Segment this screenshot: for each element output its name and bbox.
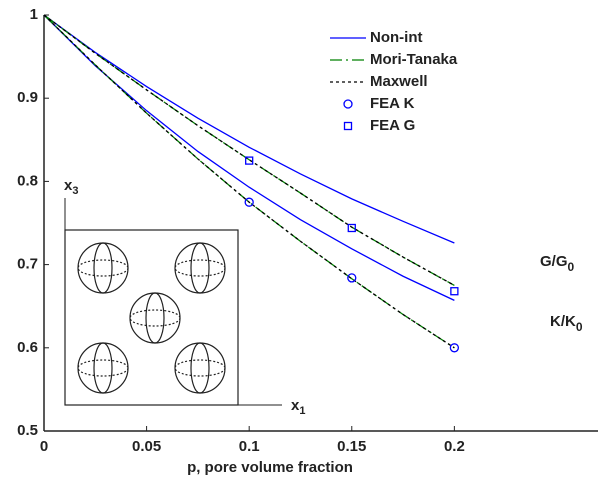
legend-swatch [343,121,353,131]
y-tick-label: 0.5 [17,422,38,439]
annotation: K/K0 [550,313,583,334]
inset-label: x3 [64,177,78,197]
y-tick-label: 0.9 [17,89,38,106]
y-tick-label: 0.8 [17,172,38,189]
marker [450,287,459,296]
x-tick-label: 0.05 [132,438,161,455]
marker [347,223,356,233]
inset-label: x1 [291,397,305,417]
marker [244,197,254,207]
spheres [77,242,226,394]
series-line [43,14,455,286]
series-line [43,14,455,349]
annotation: G/G0 [540,253,575,274]
marker [347,273,357,283]
y-tick-label: 0.6 [17,339,38,356]
legend-label: Maxwell [370,73,428,90]
y-tick-label: 0.7 [17,256,38,273]
legend-label: FEA G [370,117,415,134]
x-tick-label: 0 [40,438,48,455]
legend-label: Mori-Tanaka [370,51,458,68]
y-tick-label: 1 [30,6,38,23]
series-line [43,14,455,286]
inset-diagram [64,198,282,406]
legend-swatch [343,99,353,109]
legend-label: FEA K [370,95,415,112]
marker [449,343,460,353]
series-line [43,14,455,349]
legend-label: Non-int [370,29,422,46]
x-axis-label: p, pore volume fraction [187,459,353,476]
x-tick-label: 0.2 [444,438,465,455]
x-tick-label: 0.1 [239,438,260,455]
marker [245,156,254,165]
x-tick-label: 0.15 [337,438,366,455]
series-line [43,14,455,244]
